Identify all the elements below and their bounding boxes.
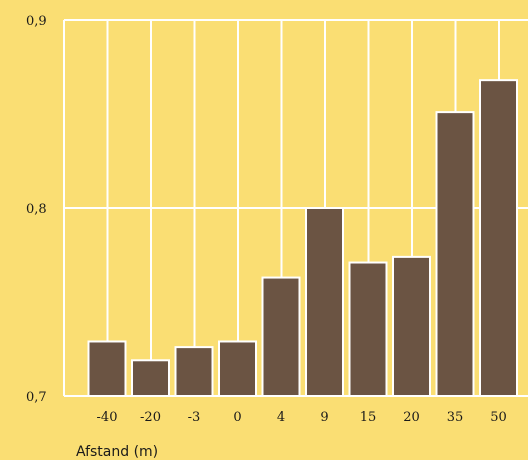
bar--20: [131, 359, 170, 397]
bar-35: [435, 111, 475, 398]
x-tick-label: 9: [320, 410, 328, 425]
y-tick-label: 0,9: [26, 14, 47, 29]
x-tick-label: 0: [233, 410, 241, 425]
bar-50: [479, 79, 518, 397]
x-tick-label: 50: [490, 410, 507, 425]
bar-4: [261, 276, 301, 397]
bar-0: [218, 340, 257, 398]
x-tick-label: 15: [360, 410, 377, 425]
bar-15: [348, 261, 388, 397]
x-tick-label: -20: [140, 410, 161, 425]
x-axis-ticks: -40 -20 -3 0 4 9 15 20 35 50: [97, 410, 507, 425]
x-tick-label: 20: [403, 410, 420, 425]
x-tick-label: 4: [277, 410, 285, 425]
y-axis-ticks: 0,7 0,8 0,9: [26, 14, 47, 405]
x-tick-label: -3: [188, 410, 201, 425]
y-tick-label: 0,7: [26, 390, 47, 405]
x-tick-label: 35: [447, 410, 464, 425]
bar-20: [392, 255, 431, 397]
x-axis-label: Afstand (m): [76, 444, 158, 460]
bar--40: [87, 340, 127, 398]
bars: [87, 79, 518, 398]
bar--3: [174, 346, 214, 397]
bar-9: [305, 207, 344, 397]
x-tick-label: -40: [97, 410, 118, 425]
y-tick-label: 0,8: [26, 202, 47, 217]
